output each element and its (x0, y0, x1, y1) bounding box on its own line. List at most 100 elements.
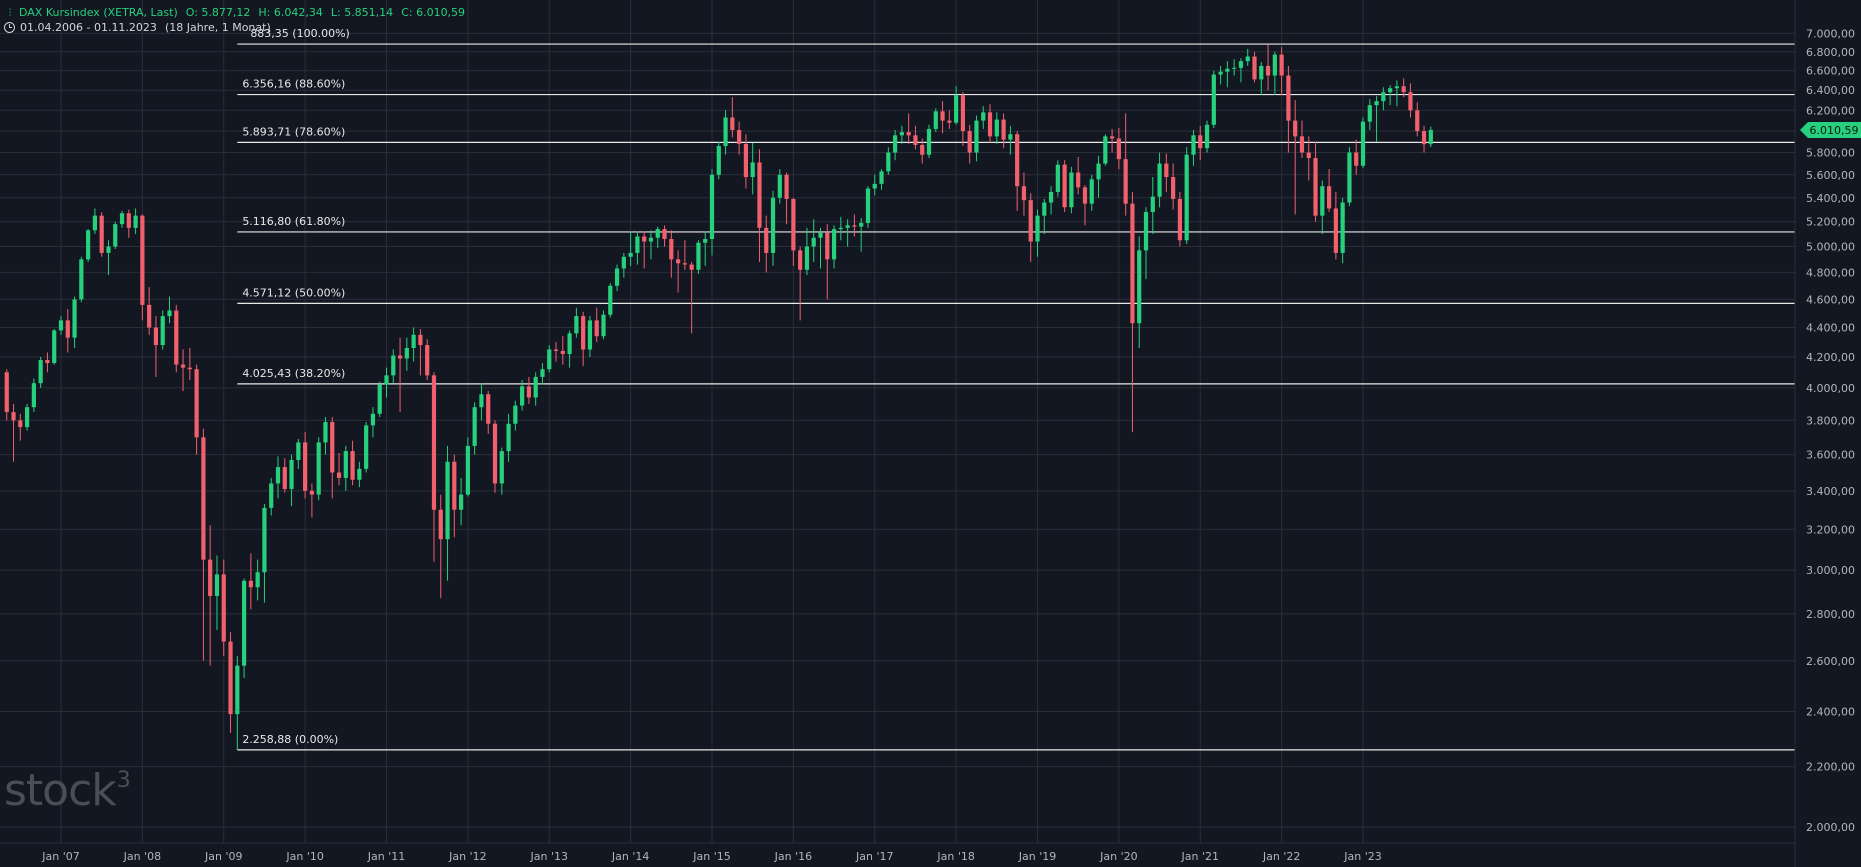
candle[interactable] (892, 130, 898, 161)
candle[interactable] (865, 186, 871, 228)
candle[interactable] (79, 256, 84, 303)
candle[interactable] (1265, 44, 1271, 91)
candle[interactable] (1347, 147, 1352, 207)
candle[interactable] (153, 316, 159, 377)
candle[interactable] (343, 445, 348, 491)
candle[interactable] (431, 372, 437, 562)
candle[interactable] (52, 328, 57, 365)
candle[interactable] (1048, 186, 1054, 215)
candle[interactable] (533, 372, 538, 406)
candle[interactable] (540, 363, 545, 385)
candle[interactable] (1116, 127, 1121, 170)
candle[interactable] (1306, 136, 1311, 181)
candle[interactable] (1225, 61, 1230, 88)
candle[interactable] (737, 121, 742, 155)
candle[interactable] (1055, 160, 1060, 197)
candle[interactable] (72, 296, 77, 349)
candlestick-series[interactable] (4, 44, 1433, 750)
candle[interactable] (452, 454, 457, 538)
candle[interactable] (1381, 87, 1386, 111)
candle[interactable] (1191, 130, 1196, 166)
candle[interactable] (743, 134, 749, 189)
candle[interactable] (940, 101, 945, 134)
candle[interactable] (465, 437, 470, 497)
candle[interactable] (872, 174, 877, 196)
candle[interactable] (1123, 113, 1128, 216)
candle[interactable] (825, 224, 830, 300)
candle[interactable] (486, 391, 491, 434)
candle[interactable] (11, 403, 16, 462)
candle[interactable] (1286, 65, 1291, 153)
candle[interactable] (1415, 102, 1420, 137)
candle[interactable] (1171, 163, 1176, 210)
candle[interactable] (92, 208, 98, 235)
candle[interactable] (1408, 83, 1413, 118)
candle[interactable] (967, 124, 972, 164)
candle[interactable] (547, 345, 552, 373)
candle[interactable] (1021, 172, 1027, 216)
candle[interactable] (838, 216, 843, 241)
candle[interactable] (167, 296, 172, 324)
candle[interactable] (411, 327, 416, 362)
candle[interactable] (370, 407, 376, 438)
candle[interactable] (845, 219, 850, 247)
candle[interactable] (1069, 166, 1074, 214)
candle[interactable] (1320, 180, 1325, 235)
candle[interactable] (336, 452, 342, 486)
candle[interactable] (38, 357, 43, 388)
candle[interactable] (1374, 96, 1379, 142)
candle[interactable] (1198, 125, 1203, 161)
candle[interactable] (1333, 191, 1338, 260)
candle[interactable] (174, 304, 179, 373)
candle[interactable] (106, 240, 111, 276)
candle[interactable] (1238, 58, 1244, 83)
candle[interactable] (994, 112, 999, 144)
candle[interactable] (709, 169, 715, 256)
candle[interactable] (1421, 125, 1427, 153)
candle[interactable] (1204, 120, 1210, 153)
candle[interactable] (479, 383, 484, 421)
candle[interactable] (682, 240, 687, 270)
candle[interactable] (581, 311, 586, 367)
candle[interactable] (987, 104, 993, 143)
candle[interactable] (296, 439, 301, 469)
candle[interactable] (1259, 62, 1264, 96)
candle[interactable] (31, 378, 36, 413)
candle[interactable] (1089, 174, 1094, 211)
candle[interactable] (526, 376, 532, 404)
candle[interactable] (323, 417, 328, 455)
candle[interactable] (1252, 51, 1257, 83)
candle[interactable] (1360, 117, 1366, 169)
candle[interactable] (45, 352, 50, 373)
candle[interactable] (513, 400, 518, 431)
candle[interactable] (1076, 156, 1081, 195)
candle[interactable] (954, 86, 959, 125)
candle[interactable] (750, 142, 755, 195)
candle[interactable] (587, 316, 593, 358)
candle[interactable] (1137, 236, 1142, 349)
candle[interactable] (147, 287, 152, 335)
candle[interactable] (567, 330, 572, 368)
candle[interactable] (418, 328, 423, 376)
candle[interactable] (574, 307, 579, 338)
candle[interactable] (1184, 147, 1189, 245)
candle[interactable] (703, 231, 708, 266)
candle[interactable] (133, 208, 138, 235)
candle[interactable] (859, 218, 864, 252)
candle[interactable] (86, 229, 91, 262)
candle[interactable] (628, 231, 633, 266)
candle[interactable] (445, 445, 450, 581)
candle[interactable] (269, 477, 274, 516)
candle[interactable] (119, 210, 125, 228)
candle[interactable] (241, 578, 247, 679)
candle[interactable] (1340, 197, 1345, 264)
candle[interactable] (1082, 185, 1088, 226)
candle[interactable] (221, 559, 226, 656)
candle[interactable] (1028, 193, 1033, 262)
candle[interactable] (187, 348, 192, 381)
candle[interactable] (18, 413, 23, 441)
candle[interactable] (648, 230, 654, 260)
candle[interactable] (601, 310, 606, 340)
candle[interactable] (791, 197, 796, 266)
